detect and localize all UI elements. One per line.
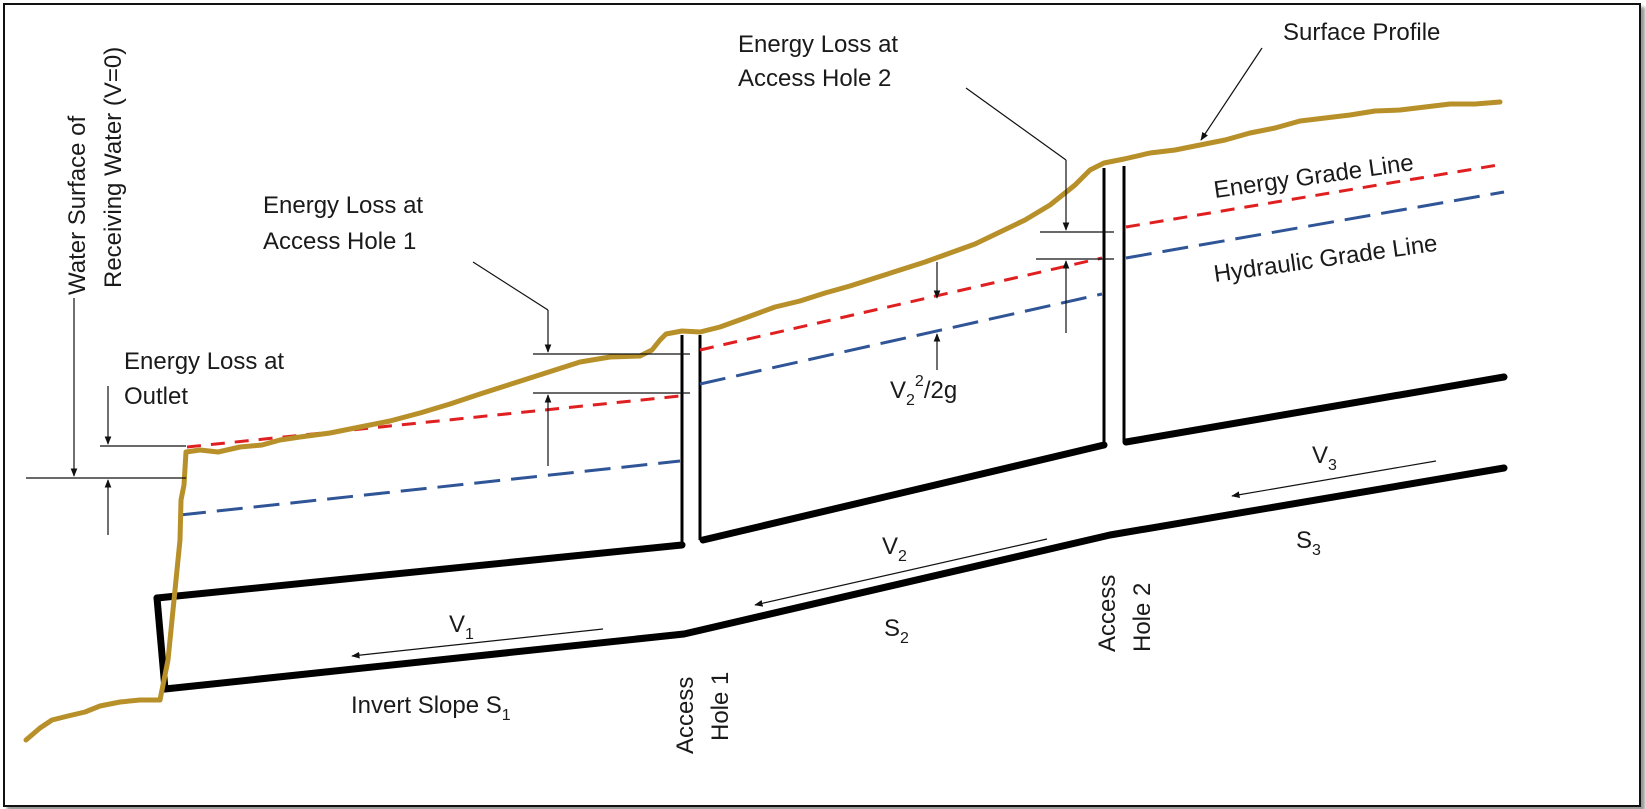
energy-loss-hole1-label: Energy Loss at	[263, 192, 423, 219]
energy-loss-hole2-label-line2: Access Hole 2	[738, 65, 891, 92]
access-hole-1-energy-loss-marker	[472, 261, 690, 466]
access-hole-1-shaft	[680, 335, 702, 545]
access-hole-1-label-line2: Hole 1	[707, 672, 734, 741]
energy-loss-hole2-label: Energy Loss at	[738, 31, 898, 58]
v1-label: V1	[449, 611, 474, 643]
velocity-head-label: V22/2g	[890, 373, 957, 409]
s2-label: S2	[884, 615, 909, 647]
access-hole-2-energy-loss-marker	[965, 87, 1114, 333]
v1-flow-arrow	[351, 628, 604, 659]
surface-profile-line	[23, 99, 1503, 743]
invert-slope-label: Invert Slope S1	[351, 692, 511, 724]
outlet-energy-loss-marker	[100, 386, 186, 447]
access-hole-2-label-line1: Access	[1094, 575, 1121, 652]
surface-profile-label: Surface Profile	[1283, 19, 1440, 46]
pipe-top-segment-1	[153, 541, 686, 602]
v2-label: V2	[882, 533, 907, 565]
receiving-water-marker	[26, 298, 186, 535]
storm-drain-pipe	[153, 373, 1508, 693]
v2-flow-arrow	[754, 538, 1048, 607]
energy-loss-outlet-label-line2: Outlet	[124, 383, 188, 410]
energy-loss-hole1-label-line2: Access Hole 1	[263, 228, 416, 255]
v3-flow-arrow	[1231, 460, 1437, 499]
pipe-top-segment-2	[699, 441, 1108, 544]
access-hole-2-shaft	[1102, 166, 1126, 445]
surface-profile-leader	[1200, 47, 1263, 141]
v3-label: V3	[1312, 442, 1337, 474]
s3-label: S3	[1296, 527, 1321, 559]
energy-loss-outlet-label: Energy Loss at	[124, 348, 284, 375]
diagram-frame	[3, 3, 1641, 807]
access-hole-1-label-line1: Access	[672, 677, 699, 754]
energy-grade-line-label: Energy Grade Line	[1212, 149, 1415, 204]
pipe-invert	[161, 464, 1508, 693]
access-hole-2-label-line2: Hole 2	[1129, 583, 1156, 652]
energy-grade-line	[186, 162, 1505, 449]
pipe-top-segment-3	[1122, 373, 1508, 446]
receiving-water-label-line2: Receiving Water (V=0)	[100, 47, 127, 288]
receiving-water-label-line1: Water Surface of	[64, 115, 91, 295]
hydraulic-grade-line	[179, 190, 1505, 517]
